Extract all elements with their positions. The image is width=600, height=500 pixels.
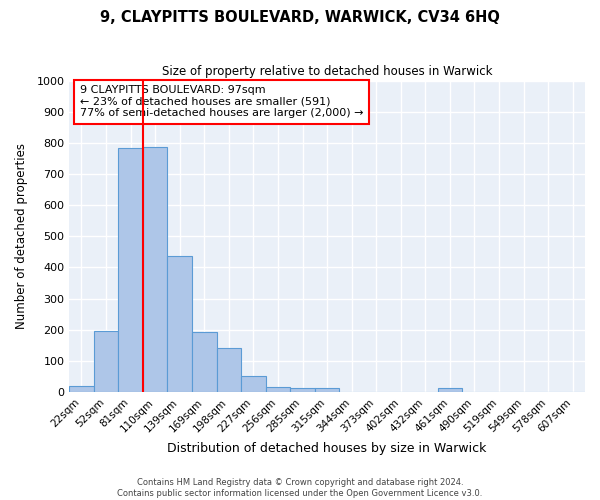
X-axis label: Distribution of detached houses by size in Warwick: Distribution of detached houses by size … xyxy=(167,442,487,455)
Text: Contains HM Land Registry data © Crown copyright and database right 2024.
Contai: Contains HM Land Registry data © Crown c… xyxy=(118,478,482,498)
Y-axis label: Number of detached properties: Number of detached properties xyxy=(15,144,28,330)
Bar xyxy=(192,332,217,392)
Bar xyxy=(118,148,143,392)
Bar xyxy=(167,256,192,392)
Bar xyxy=(94,331,118,392)
Bar xyxy=(143,146,167,392)
Text: 9 CLAYPITTS BOULEVARD: 97sqm
← 23% of detached houses are smaller (591)
77% of s: 9 CLAYPITTS BOULEVARD: 97sqm ← 23% of de… xyxy=(80,85,363,118)
Text: 9, CLAYPITTS BOULEVARD, WARWICK, CV34 6HQ: 9, CLAYPITTS BOULEVARD, WARWICK, CV34 6H… xyxy=(100,10,500,25)
Bar xyxy=(437,388,462,392)
Bar xyxy=(217,348,241,392)
Bar xyxy=(290,388,315,392)
Bar xyxy=(69,386,94,392)
Title: Size of property relative to detached houses in Warwick: Size of property relative to detached ho… xyxy=(162,65,493,78)
Bar xyxy=(241,376,266,392)
Bar xyxy=(315,388,340,392)
Bar xyxy=(266,388,290,392)
